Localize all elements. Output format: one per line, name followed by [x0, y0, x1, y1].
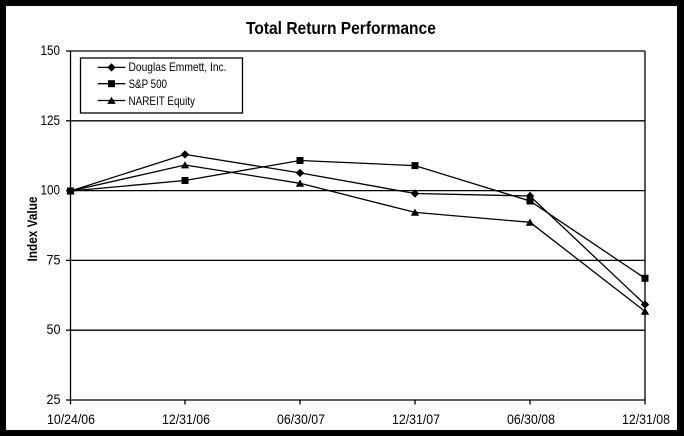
svg-text:125: 125: [41, 112, 61, 128]
svg-text:NAREIT Equity: NAREIT Equity: [129, 94, 196, 108]
svg-text:Douglas Emmett, Inc.: Douglas Emmett, Inc.: [129, 60, 227, 74]
svg-text:06/30/08: 06/30/08: [507, 411, 555, 427]
svg-text:100: 100: [41, 182, 61, 198]
svg-text:12/31/06: 12/31/06: [162, 411, 210, 427]
svg-text:S&P 500: S&P 500: [129, 77, 168, 91]
svg-text:10/24/06: 10/24/06: [47, 411, 95, 427]
svg-text:25: 25: [47, 391, 61, 407]
svg-text:75: 75: [47, 251, 61, 267]
svg-text:50: 50: [47, 321, 61, 337]
svg-text:150: 150: [41, 42, 61, 58]
svg-text:Index Value: Index Value: [24, 196, 40, 261]
svg-text:12/31/07: 12/31/07: [392, 411, 440, 427]
svg-text:Total Return Performance: Total Return Performance: [246, 18, 436, 38]
svg-text:12/31/08: 12/31/08: [622, 411, 670, 427]
svg-text:06/30/07: 06/30/07: [277, 411, 325, 427]
